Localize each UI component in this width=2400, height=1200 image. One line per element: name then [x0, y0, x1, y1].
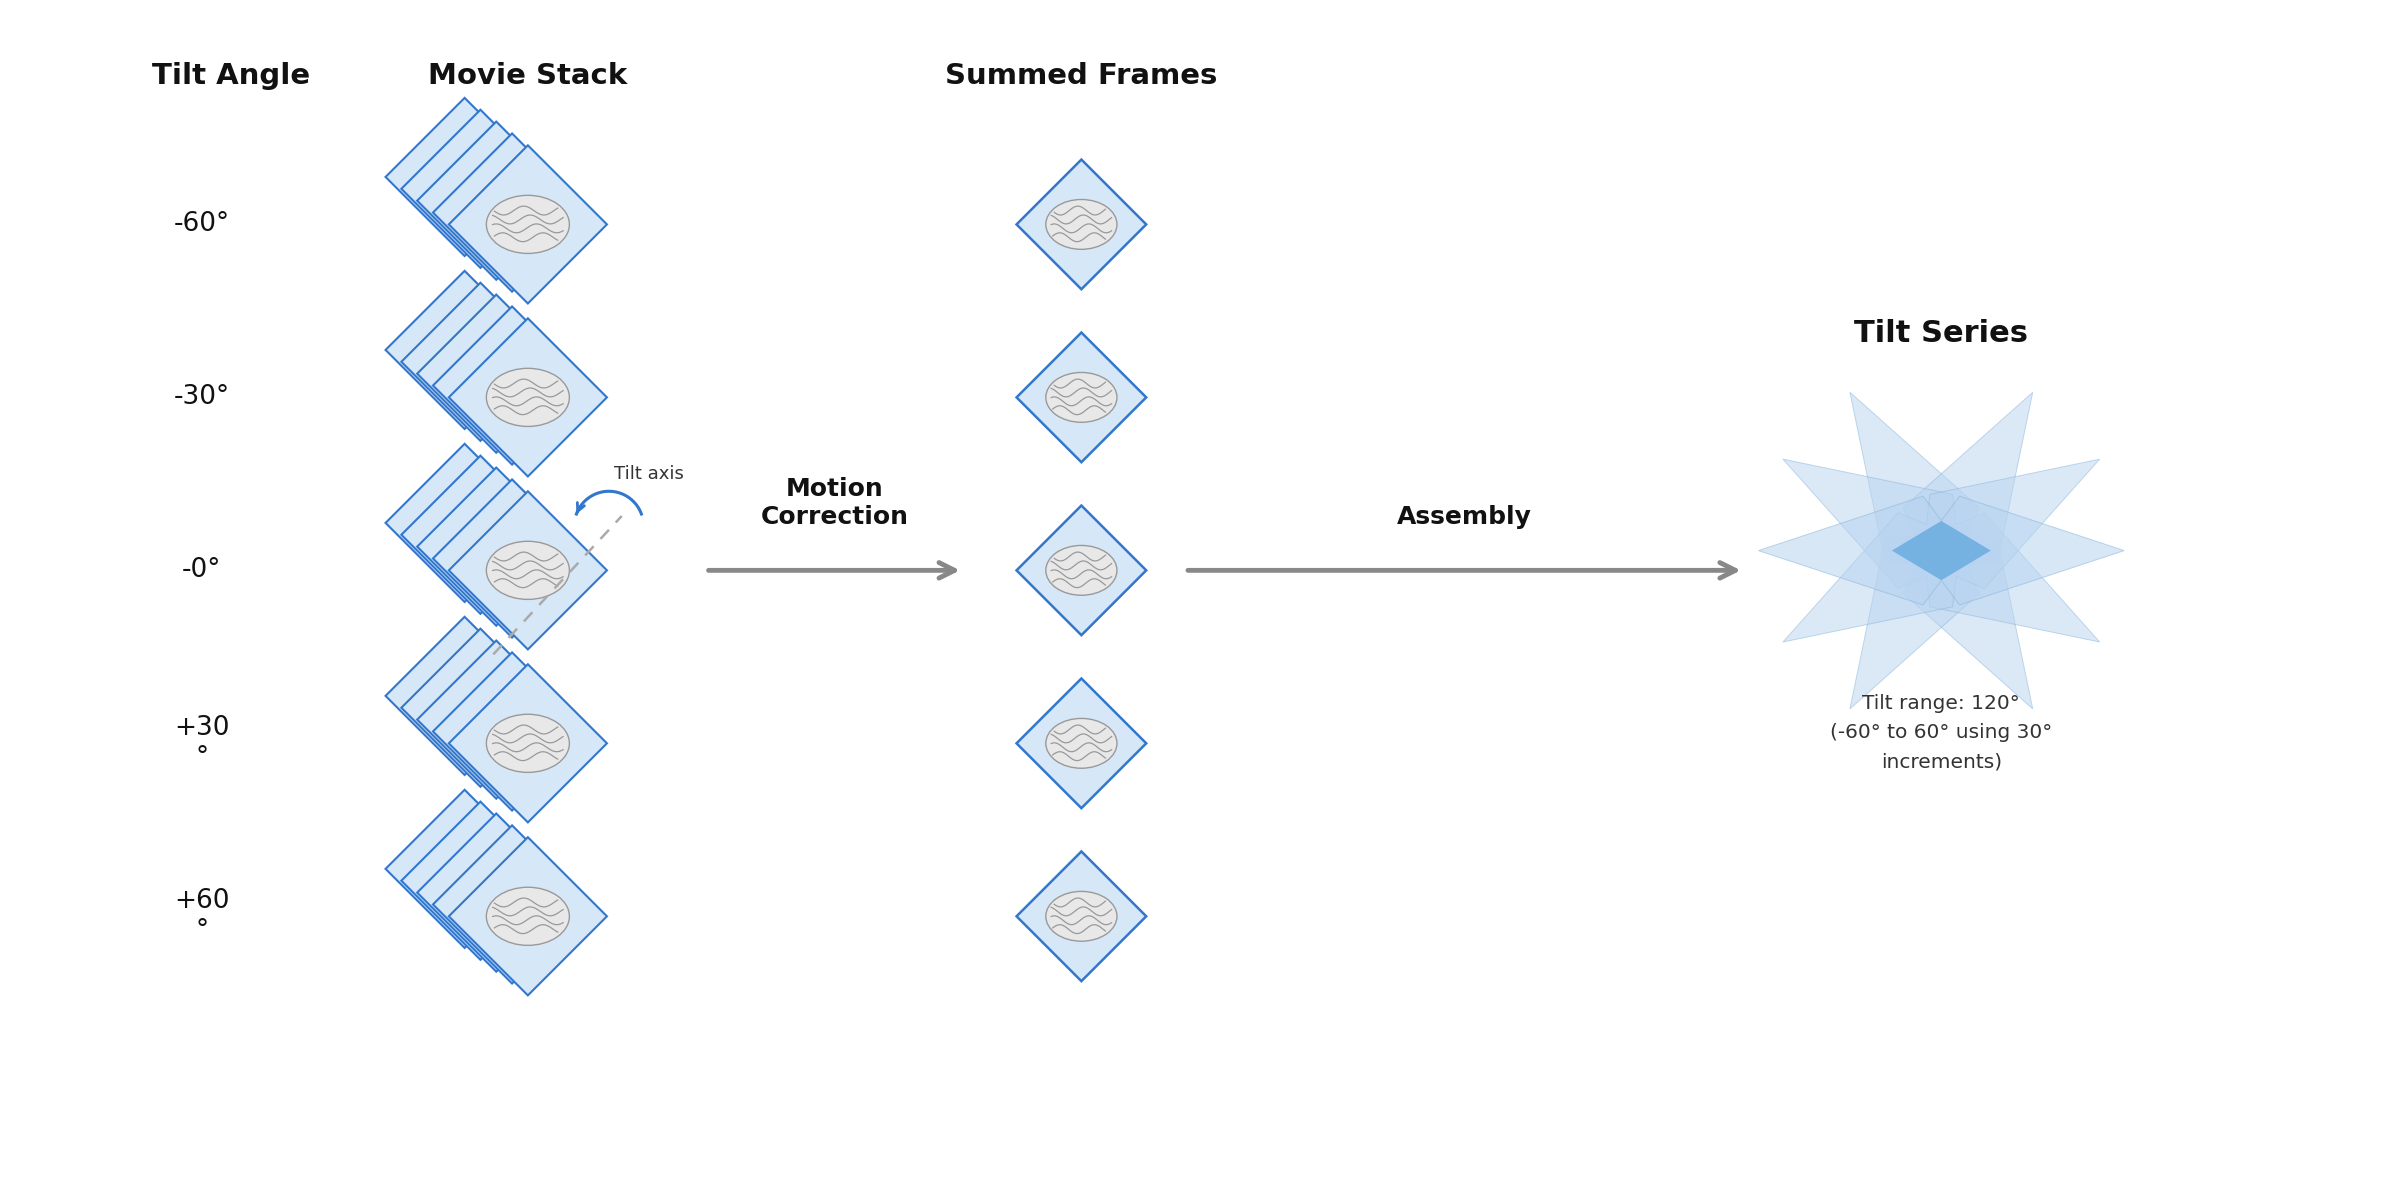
Polygon shape	[401, 109, 559, 268]
Polygon shape	[432, 306, 590, 464]
Polygon shape	[1783, 460, 2100, 642]
Polygon shape	[449, 318, 607, 476]
Polygon shape	[1018, 852, 1147, 982]
Polygon shape	[386, 617, 545, 775]
Text: +60
°: +60 °	[173, 888, 230, 944]
Text: Movie Stack: Movie Stack	[427, 62, 626, 90]
Polygon shape	[449, 145, 607, 304]
Ellipse shape	[1046, 199, 1116, 250]
Polygon shape	[401, 802, 559, 960]
Ellipse shape	[487, 887, 569, 946]
Text: Assembly: Assembly	[1397, 505, 1531, 529]
Ellipse shape	[1046, 892, 1116, 941]
Ellipse shape	[1046, 372, 1116, 422]
Ellipse shape	[487, 714, 569, 773]
Polygon shape	[1850, 392, 2033, 709]
Polygon shape	[432, 826, 590, 984]
Text: Tilt range: 120°
(-60° to 60° using 30°
increments): Tilt range: 120° (-60° to 60° using 30° …	[1831, 694, 2052, 772]
Text: -30°: -30°	[173, 384, 230, 410]
Ellipse shape	[1046, 546, 1116, 595]
Polygon shape	[401, 283, 559, 440]
Polygon shape	[401, 629, 559, 787]
Polygon shape	[1018, 160, 1147, 289]
Text: Tilt axis: Tilt axis	[614, 466, 684, 484]
Polygon shape	[418, 121, 576, 280]
Polygon shape	[418, 294, 576, 452]
Polygon shape	[1018, 678, 1147, 808]
Polygon shape	[1891, 521, 1990, 581]
Polygon shape	[1018, 332, 1147, 462]
Polygon shape	[432, 480, 590, 637]
Text: Tilt Series: Tilt Series	[1855, 319, 2028, 348]
Text: Summed Frames: Summed Frames	[946, 62, 1217, 90]
Polygon shape	[449, 665, 607, 822]
Polygon shape	[1018, 505, 1147, 635]
Polygon shape	[418, 814, 576, 972]
Polygon shape	[1783, 460, 2100, 642]
Polygon shape	[1759, 497, 2124, 605]
Text: Tilt Angle: Tilt Angle	[151, 62, 310, 90]
Text: -60°: -60°	[173, 211, 230, 238]
Polygon shape	[1850, 392, 2033, 709]
Ellipse shape	[487, 368, 569, 426]
Polygon shape	[449, 838, 607, 995]
Polygon shape	[418, 641, 576, 799]
Ellipse shape	[487, 541, 569, 600]
Ellipse shape	[1046, 719, 1116, 768]
Polygon shape	[432, 653, 590, 810]
Text: -0°: -0°	[182, 557, 221, 583]
Polygon shape	[386, 271, 545, 430]
Ellipse shape	[487, 196, 569, 253]
Polygon shape	[432, 133, 590, 292]
Polygon shape	[386, 444, 545, 602]
Text: +30
°: +30 °	[173, 715, 230, 772]
Text: Motion
Correction: Motion Correction	[761, 478, 907, 529]
Polygon shape	[386, 790, 545, 948]
Polygon shape	[449, 491, 607, 649]
Polygon shape	[386, 98, 545, 256]
Polygon shape	[418, 468, 576, 625]
Polygon shape	[401, 456, 559, 614]
